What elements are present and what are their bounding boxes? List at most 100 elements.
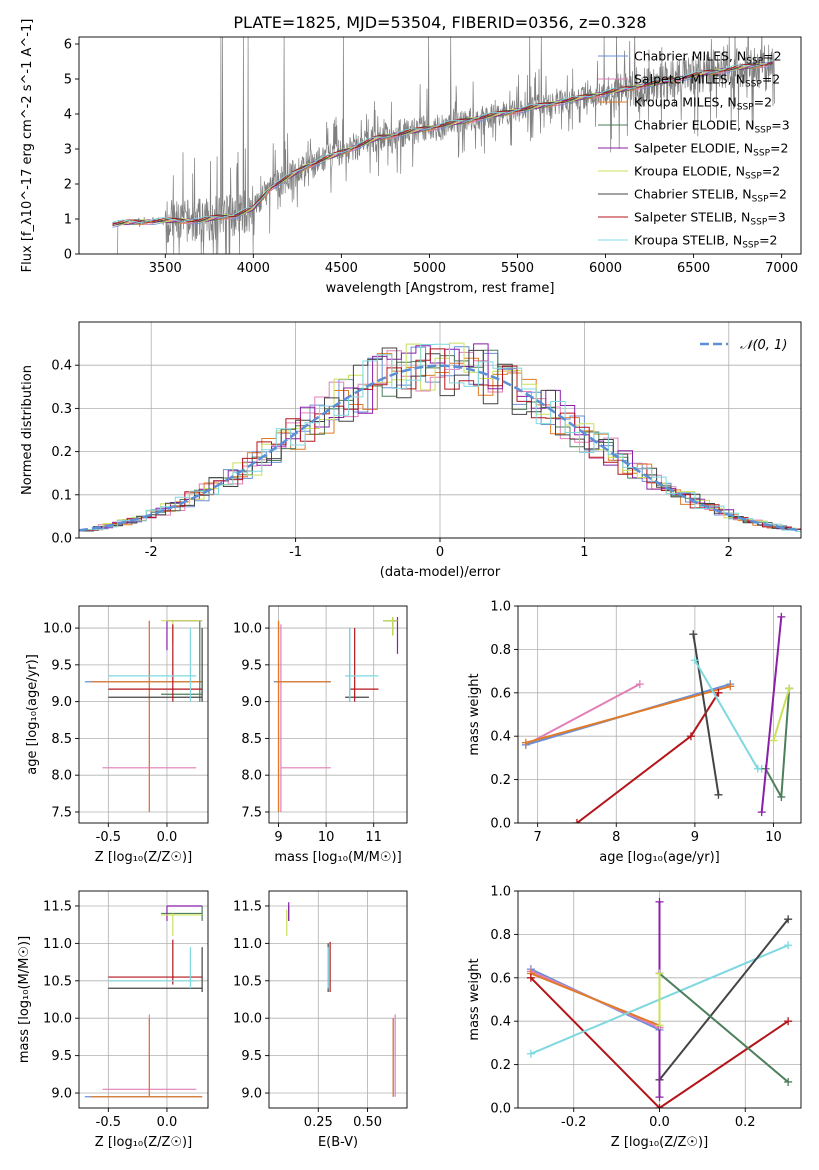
x-axis-label: age [log₁₀(age/yr)]	[599, 850, 720, 865]
y-axis-label: mass [log₁₀(M/M☉)]	[17, 936, 32, 1063]
x-tick-label: -1	[289, 545, 302, 560]
y-tick-label: 0.3	[51, 402, 72, 417]
plot-area	[521, 612, 794, 823]
age-vs-metallicity-panel: -0.5 0.0 7.5 8.0 8.5 9.0 9.5 10.0 Z [log₁₀(Z/Z☉)…	[25, 605, 209, 865]
y-tick-label: 0.4	[490, 1015, 511, 1030]
x-tick-label: 3500	[149, 261, 182, 276]
plus-marker	[769, 736, 778, 745]
x-tick-label: 1	[580, 545, 588, 560]
y-tick-label: 6	[64, 38, 72, 53]
x-tick-label: 10	[765, 830, 782, 845]
plus-marker	[777, 792, 786, 801]
plus-marker	[572, 819, 581, 823]
x-axis-label: wavelength [Angstrom, rest frame]	[326, 281, 555, 296]
y-tick-label: 0.1	[51, 488, 72, 503]
plot-area	[84, 905, 203, 1098]
x-axis-label: Z [log₁₀(Z/Z☉)]	[95, 1135, 192, 1150]
x-tick-label: 5500	[501, 261, 534, 276]
y-axis-label: Flux [f_λ10^-17 erg cm^-2 s^-1 A^-1]	[20, 19, 35, 273]
x-tick-label: 2	[725, 545, 733, 560]
y-tick-label: 11.5	[43, 899, 72, 914]
x-tick-label: 0.25	[304, 1115, 333, 1130]
legend-label: Kroupa STELIB, NSSP=2	[634, 233, 778, 251]
model-spectrum-line	[112, 61, 773, 225]
plus-marker	[526, 1049, 535, 1058]
plot-area	[526, 897, 793, 1108]
y-tick-label: 10.0	[233, 1012, 262, 1027]
series-line	[772, 688, 791, 741]
series-line	[530, 977, 789, 1108]
plus-marker	[690, 656, 699, 665]
plus-marker	[655, 969, 664, 978]
x-tick-label: 9	[691, 830, 699, 845]
y-tick-label: 1	[64, 213, 72, 228]
residual-histogram-panel: -2 -1 0 1 2 0.0 0.1 0.2 0.3 0.4 (data-model)/error…	[20, 321, 802, 580]
x-tick-label: 6000	[589, 261, 622, 276]
model-spectrum-line	[112, 61, 773, 225]
plot-area	[286, 902, 396, 1097]
plus-marker	[784, 941, 793, 950]
x-axis-label: E(B-V)	[318, 1135, 358, 1150]
y-axis-label: Normed distribution	[20, 365, 35, 495]
y-tick-label: 10.5	[43, 974, 72, 989]
legend-label: Salpeter STELIB, NSSP=3	[634, 210, 786, 228]
axes-frame	[268, 605, 408, 824]
y-axis-label: mass weight	[467, 673, 482, 755]
x-tick-label: 7000	[765, 261, 798, 276]
y-tick-label: 1.0	[490, 885, 511, 900]
x-tick-label: 0	[436, 545, 444, 560]
axes-frame	[517, 605, 802, 824]
plus-marker	[784, 1017, 793, 1026]
x-tick-label: 0.0	[649, 1115, 670, 1130]
y-tick-label: 0.2	[490, 1058, 511, 1073]
axes-frame	[78, 605, 209, 824]
mass-vs-metallicity-panel: -0.5 0.0 9.0 9.5 10.0 10.5 11.0 11.5 Z [log₁₀(Z/…	[17, 890, 209, 1150]
y-tick-label: 0.8	[490, 928, 511, 943]
spectrum-panel: 3500 4000 4500 5000 5500 6000 6500 7000 0 1 2 3 4 5 6 w…	[20, 19, 802, 296]
y-tick-label: 0.6	[490, 686, 511, 701]
massweight-vs-metallicity-panel: -0.2 0.0 0.2 0.0 0.2 0.4 0.6 0.8 1.0 Z [log₁₀(Z/Z…	[467, 885, 802, 1150]
plus-marker	[655, 1104, 664, 1108]
plus-marker	[714, 790, 723, 799]
y-tick-label: 0.2	[51, 445, 72, 460]
plus-marker	[635, 680, 644, 689]
plus-marker	[784, 1077, 793, 1086]
y-axis-label: age [log₁₀(age/yr)]	[25, 654, 40, 775]
legend-label: Chabrier ELODIE, NSSP=3	[634, 118, 790, 136]
plot-area	[273, 617, 399, 812]
y-axis-label: mass weight	[467, 958, 482, 1040]
x-tick-label: 7	[534, 830, 542, 845]
y-tick-label: 11.0	[233, 937, 262, 952]
plus-marker	[655, 897, 664, 906]
x-tick-label: 11	[365, 830, 382, 845]
y-tick-label: 1.0	[490, 600, 511, 615]
normal-reference-curve	[79, 364, 801, 532]
plot-area	[84, 620, 203, 812]
plus-marker	[655, 1021, 664, 1030]
plus-marker	[785, 684, 794, 693]
mass-vs-extinction-panel: 0.25 0.50 9.0 9.5 10.0 10.5 11.0 11.5 E(B-V)	[233, 890, 408, 1150]
axes-frame	[268, 890, 408, 1109]
y-tick-label: 0.4	[51, 359, 72, 374]
x-tick-label: 6500	[677, 261, 710, 276]
series-line	[658, 972, 789, 1083]
y-tick-label: 5	[64, 73, 72, 88]
x-tick-label: 10	[318, 830, 335, 845]
y-tick-label: 9.5	[51, 658, 72, 673]
legend-label: Chabrier STELIB, NSSP=2	[634, 187, 787, 205]
y-tick-label: 10.5	[233, 974, 262, 989]
y-tick-label: 9.5	[241, 1049, 262, 1064]
series-line	[658, 918, 789, 1081]
y-tick-label: 7.5	[51, 805, 72, 820]
y-tick-label: 0	[64, 248, 72, 263]
legend-label: Kroupa MILES, NSSP=2	[634, 95, 772, 113]
y-tick-label: 9.5	[241, 658, 262, 673]
y-tick-label: 0.6	[490, 971, 511, 986]
plus-marker	[757, 808, 766, 817]
y-tick-label: 0.0	[51, 532, 72, 547]
plus-marker	[777, 612, 786, 621]
axes-frame	[78, 36, 802, 255]
series-line	[760, 616, 783, 813]
series-line	[525, 685, 731, 744]
